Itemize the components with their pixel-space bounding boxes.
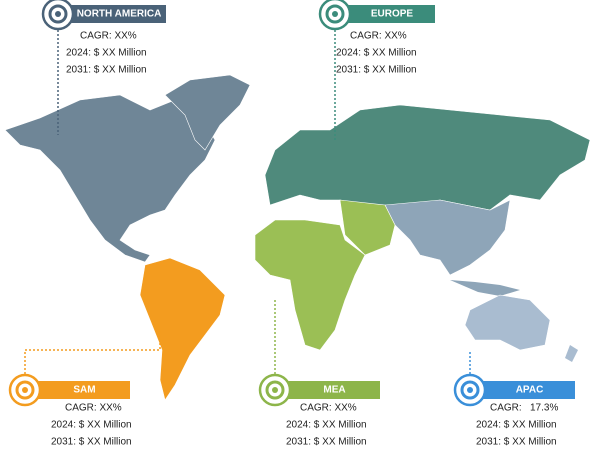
cagr: CAGR: XX% [65, 403, 122, 414]
badge-icon [460, 380, 480, 400]
value-2031: 2031: $ XX Million [336, 65, 417, 76]
australia [464, 294, 551, 351]
region-name: NORTH AMERICA [77, 9, 162, 20]
label-bar [25, 381, 130, 399]
region-name: SAM [73, 385, 95, 396]
badge-dot [22, 387, 28, 393]
value-2024: 2024: $ XX Million [66, 48, 147, 59]
label-bar [335, 5, 435, 23]
badge-dot [272, 387, 278, 393]
value-2031: 2031: $ XX Million [476, 437, 557, 448]
greenland [164, 74, 251, 151]
badge-icon [15, 380, 35, 400]
badge-icon [265, 380, 285, 400]
north-america [4, 94, 216, 263]
middle-east [339, 199, 396, 256]
leader-line [24, 330, 161, 374]
asia [384, 199, 511, 276]
region-callout: APAC CAGR: 17.3% 2024: $ XX Million 2031: $ … [453, 350, 575, 448]
south-america [139, 257, 226, 401]
africa [254, 219, 366, 351]
value-2031: 2031: $ XX Million [286, 437, 367, 448]
cagr: CAGR: XX% [300, 403, 357, 414]
region-callout: MEA CAGR: XX% 2024: $ XX Million 2031: $ XX… [258, 300, 380, 448]
indonesia [450, 280, 520, 296]
value-2024: 2024: $ XX Million [476, 420, 557, 431]
cagr-value: 17.3% [530, 403, 558, 414]
region-callout: NORTH AMERICA CAGR: XX% 2024: $ XX Million… [41, 0, 166, 135]
map [4, 74, 591, 401]
cagr: CAGR: XX% [350, 31, 407, 42]
badge-icon [48, 4, 68, 24]
value-2024: 2024: $ XX Million [51, 420, 132, 431]
region-callout: EUROPE CAGR: XX% 2024: $ XX Million 2031: $… [318, 0, 435, 140]
value-2024: 2024: $ XX Million [286, 420, 367, 431]
value-2024: 2024: $ XX Million [336, 48, 417, 59]
cagr: CAGR: [490, 403, 522, 414]
region-name: EUROPE [371, 9, 414, 20]
badge-dot [55, 11, 61, 17]
label-bar [275, 381, 380, 399]
region-callout: SAM CAGR: XX% 2024: $ XX Million 2031: $ XX… [8, 330, 161, 448]
europe-russia [264, 104, 591, 211]
label-bar [58, 5, 166, 23]
badge-icon [325, 4, 345, 24]
label-bar [470, 381, 575, 399]
cagr: CAGR: XX% [80, 31, 137, 42]
badge-dot [332, 11, 338, 17]
badge-dot [467, 387, 473, 393]
value-2031: 2031: $ XX Million [66, 65, 147, 76]
value-2031: 2031: $ XX Million [51, 437, 132, 448]
callouts: NORTH AMERICA CAGR: XX% 2024: $ XX Million… [8, 0, 575, 448]
region-name: APAC [516, 385, 544, 396]
new-zealand [565, 345, 578, 362]
region-name: MEA [323, 385, 345, 396]
